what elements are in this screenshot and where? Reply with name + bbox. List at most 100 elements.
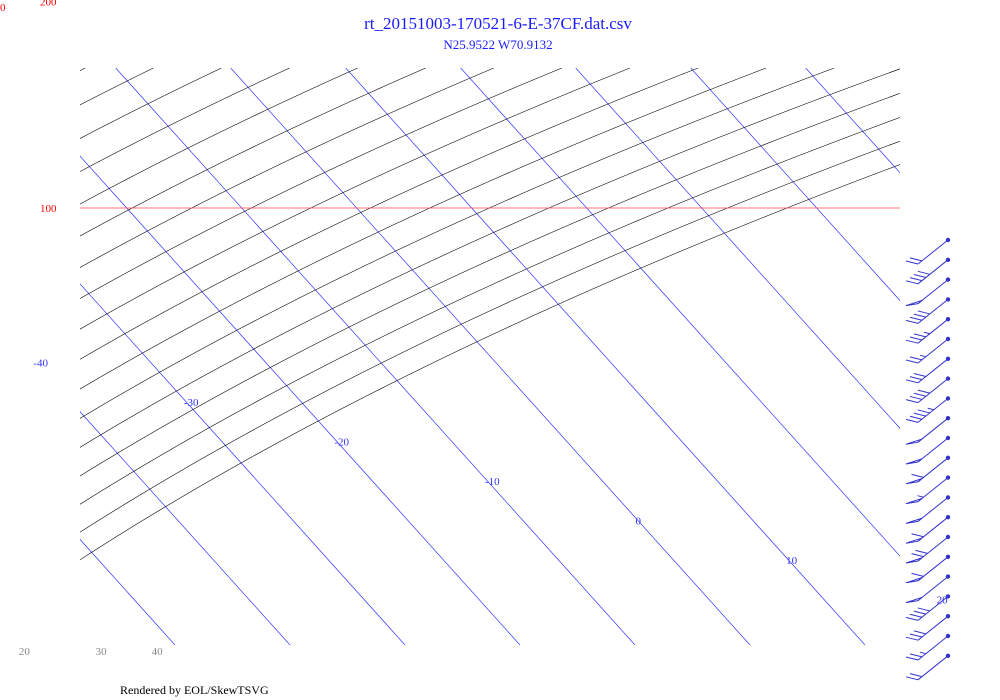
wind-barb-full xyxy=(909,653,923,658)
wind-barb-flag xyxy=(905,438,923,445)
wind-barb-full xyxy=(915,549,928,554)
dry-adiabat-line xyxy=(80,68,835,419)
wind-barb-flag xyxy=(905,596,923,604)
wind-barb-full xyxy=(913,333,927,338)
wind-barb-full xyxy=(917,607,930,612)
wind-barb-full xyxy=(911,572,924,577)
wind-barb-dot xyxy=(945,297,951,302)
dry-adiabat-line xyxy=(0,68,17,644)
wind-barb-staff xyxy=(917,655,949,681)
wind-barb-flag xyxy=(905,478,923,485)
wind-barb-dot xyxy=(945,574,951,579)
wind-barb-dot xyxy=(945,455,951,460)
wind-barb-staff xyxy=(917,556,949,582)
wind-barb-full xyxy=(905,656,919,661)
wind-barb-dot xyxy=(945,534,951,540)
wind-barb-full xyxy=(905,339,919,344)
wind-barb-staff xyxy=(917,299,949,324)
pressure-tick-label: 100 xyxy=(40,203,57,215)
dry-adiabat-line xyxy=(80,68,494,268)
wind-barb-full xyxy=(909,356,923,361)
wind-barb-half xyxy=(917,495,924,498)
wind-barb-dot xyxy=(945,435,951,441)
dry-adiabat-line xyxy=(80,164,900,561)
wind-barb-full xyxy=(905,280,919,285)
wind-barb-full xyxy=(911,553,924,558)
wind-barb-staff xyxy=(917,536,949,562)
wind-barb-full xyxy=(909,376,923,381)
wind-barb-full xyxy=(905,359,919,364)
wind-barb-half xyxy=(923,331,930,335)
wind-barb-staff xyxy=(917,398,949,423)
wind-barb-dot xyxy=(945,614,951,619)
wind-barb-staff xyxy=(917,516,949,542)
wind-barb-staff xyxy=(917,417,949,443)
isotherm-line xyxy=(230,68,751,645)
wind-barb-dot xyxy=(945,356,951,361)
wind-barb-flag xyxy=(905,537,923,544)
wind-barb-full xyxy=(917,310,930,315)
isotherm-line xyxy=(0,68,60,645)
isotherm-line xyxy=(805,68,900,174)
moist-adiabat-label: 35 xyxy=(0,0,2,3)
wind-barb-full xyxy=(909,316,923,321)
mixing-ratio-label: 30 xyxy=(96,646,108,658)
wind-barb-flag xyxy=(905,299,923,307)
dry-adiabat-line xyxy=(80,68,154,106)
wind-barb-dot xyxy=(945,257,951,262)
wind-barb-dot xyxy=(945,336,951,342)
wind-barb-staff xyxy=(917,318,949,344)
wind-barb-full xyxy=(909,277,923,282)
dry-adiabat-line xyxy=(80,68,699,360)
wind-barb-full xyxy=(905,636,919,641)
wind-barb-staff xyxy=(917,259,949,285)
isotherm-line xyxy=(80,283,406,645)
wind-barb-dot xyxy=(945,594,951,599)
mixing-ratio-label: 20 xyxy=(19,646,31,658)
wind-barb-full xyxy=(905,418,919,423)
sounding-profiles xyxy=(0,0,6,308)
wind-barb-dot xyxy=(945,554,951,559)
dry-adiabat-line xyxy=(80,68,222,139)
isotherm-line xyxy=(115,68,636,645)
isotherm-line xyxy=(80,411,291,645)
isotherm-line xyxy=(345,68,866,645)
footer-credit: Rendered by EOL/SkewTSVG xyxy=(120,683,269,697)
wind-barb-staff xyxy=(917,477,949,502)
wind-barb-dot xyxy=(945,376,951,381)
wind-barb-flag xyxy=(905,557,923,564)
grid-labels: 1002003004005006007008009001000-110-100-… xyxy=(0,0,948,658)
dry-adiabat-line xyxy=(80,68,358,205)
background-grid xyxy=(0,68,1000,645)
wind-barb-dot xyxy=(945,396,951,401)
dry-adiabat-line xyxy=(80,68,900,448)
wind-barb-dot xyxy=(945,475,951,480)
wind-barb-staff xyxy=(917,437,949,463)
wind-barb-dot xyxy=(945,277,951,282)
isotherm-line xyxy=(575,68,900,429)
wind-barb-dot xyxy=(945,515,951,520)
wind-barb-dot xyxy=(945,633,951,639)
isotherm-label: -20 xyxy=(334,437,349,449)
wind-barb-full xyxy=(913,412,927,417)
dry-adiabat-line xyxy=(80,117,900,505)
isotherm-label: -30 xyxy=(184,397,199,409)
wind-barb-staff xyxy=(917,279,949,304)
isotherm-line xyxy=(921,68,1000,645)
wind-barb-full xyxy=(909,613,923,618)
wind-barb-flag xyxy=(905,517,923,524)
wind-barb-staff xyxy=(917,635,949,661)
wind-barb-full xyxy=(905,260,919,265)
isotherm-line xyxy=(80,538,176,645)
wind-barb-dot xyxy=(945,495,951,500)
corner-label: 0 xyxy=(0,2,6,14)
isotherm-line xyxy=(460,68,900,557)
wind-barb-full xyxy=(905,379,919,384)
wind-barb-full xyxy=(905,399,919,404)
chart-title: rt_20151003-170521-6-E-37CF.dat.csv xyxy=(364,14,632,33)
dry-adiabat-line xyxy=(80,68,767,390)
wind-barb-staff xyxy=(917,596,949,621)
wind-barb-full xyxy=(917,409,930,414)
wind-barb-dot xyxy=(945,416,951,421)
